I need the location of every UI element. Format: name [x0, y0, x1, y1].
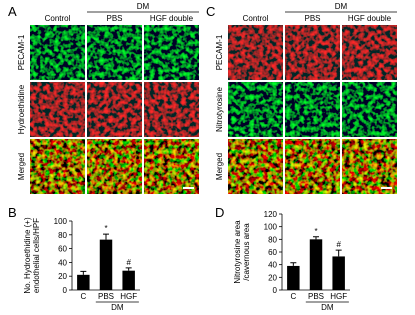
- column-header: HGF double: [348, 14, 392, 23]
- column-header: HGF double: [150, 14, 194, 23]
- y-tick-label: 60: [268, 248, 277, 257]
- bar: [287, 265, 300, 290]
- row-label: PECAM-1: [17, 34, 26, 70]
- column-header: Control: [243, 14, 269, 23]
- x-tick-label: C: [80, 292, 86, 301]
- y-tick-label: 20: [268, 273, 277, 282]
- error-bar: [313, 236, 319, 240]
- bar: [99, 239, 113, 290]
- x-tick-label: PBS: [308, 292, 324, 301]
- panel-label: C: [206, 4, 215, 19]
- micrograph: [285, 25, 340, 80]
- row-label: Hydroethidine: [17, 84, 26, 134]
- column-header: Control: [45, 14, 71, 23]
- micrograph: [228, 139, 283, 194]
- micrograph: [285, 139, 340, 194]
- significance-mark: #: [126, 258, 131, 267]
- group-label: DM: [321, 303, 334, 312]
- significance-mark: *: [314, 227, 317, 236]
- micrograph: [285, 82, 340, 137]
- y-axis-label: /cavernous area: [242, 223, 251, 281]
- micrograph: [342, 82, 397, 137]
- bar: [309, 239, 323, 290]
- micrograph: [87, 82, 142, 137]
- bar: [77, 274, 90, 290]
- x-tick-label: C: [290, 292, 296, 301]
- row-label: Merged: [17, 153, 26, 180]
- error-bar: [103, 233, 109, 240]
- y-tick-label: 20: [58, 272, 67, 281]
- error-bar: [335, 249, 342, 257]
- significance-mark: *: [104, 224, 107, 233]
- error-bar: [290, 262, 297, 266]
- micrograph: [144, 82, 199, 137]
- error-bar: [125, 267, 132, 271]
- x-tick-label: PBS: [98, 292, 114, 301]
- y-tick-label: 40: [268, 261, 277, 270]
- micrograph: [87, 25, 142, 80]
- y-tick-label: 80: [268, 235, 277, 244]
- micrograph: [228, 82, 283, 137]
- group-header: DM: [137, 2, 150, 11]
- row-label: Nitrotyrosine: [215, 87, 224, 132]
- y-tick-label: 100: [54, 217, 68, 226]
- x-tick-label: HGF: [330, 292, 347, 301]
- y-tick-label: 0: [273, 286, 278, 295]
- micrograph: [144, 139, 199, 194]
- bar: [332, 256, 345, 290]
- y-axis-label: Nitrotyrosine area: [233, 220, 242, 284]
- y-axis-label: endothelial cells/HPF: [32, 218, 41, 293]
- y-tick-label: 60: [58, 245, 67, 254]
- error-bar: [80, 270, 87, 275]
- micrograph: [30, 139, 85, 194]
- y-axis-label: No. Hydroethidine (+): [23, 217, 32, 294]
- micrograph: [87, 139, 142, 194]
- micrograph: [342, 139, 397, 194]
- y-tick-label: 40: [58, 258, 67, 267]
- column-header: PBS: [106, 14, 122, 23]
- panel-label: A: [8, 4, 17, 19]
- group-header: DM: [335, 2, 348, 11]
- panel-label: B: [8, 205, 17, 220]
- micrograph: [30, 25, 85, 80]
- micrograph: [342, 25, 397, 80]
- micrograph: [30, 82, 85, 137]
- column-header: PBS: [304, 14, 320, 23]
- micrograph: [144, 25, 199, 80]
- bar: [122, 270, 135, 290]
- micrograph: [228, 25, 283, 80]
- row-label: Merged: [215, 153, 224, 180]
- y-tick-label: 0: [63, 286, 68, 295]
- y-tick-label: 80: [58, 231, 67, 240]
- y-tick-label: 120: [264, 210, 278, 219]
- significance-mark: #: [336, 240, 341, 249]
- x-tick-label: HGF: [120, 292, 137, 301]
- group-label: DM: [111, 303, 124, 312]
- row-label: PECAM-1: [215, 34, 224, 70]
- panel-label: D: [215, 205, 224, 220]
- y-tick-label: 100: [264, 223, 278, 232]
